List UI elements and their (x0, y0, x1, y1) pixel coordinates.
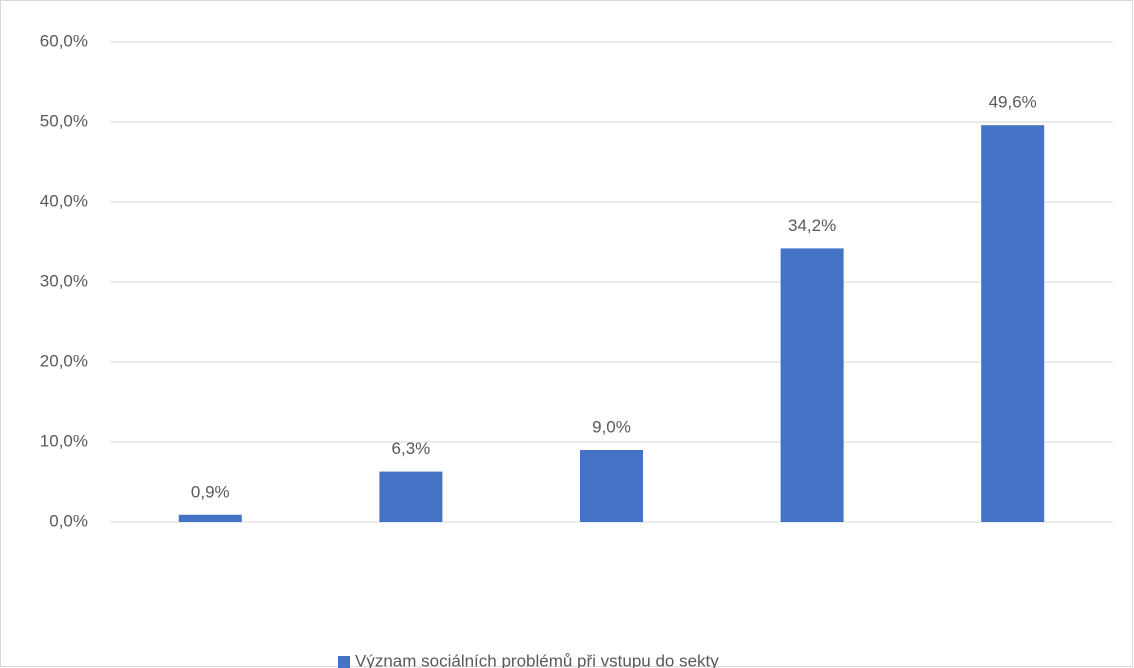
bar (379, 471, 443, 522)
y-tick-label: 60,0% (40, 31, 88, 50)
legend-label: Význam sociálních problémů při vstupu do… (355, 651, 719, 668)
bar (580, 450, 643, 522)
data-label: 0,9% (191, 482, 230, 501)
y-tick-label: 0,0% (49, 511, 88, 530)
bar (780, 248, 844, 522)
y-tick-label: 50,0% (40, 111, 88, 130)
bar (178, 514, 242, 522)
y-tick-label: 40,0% (40, 191, 88, 210)
data-label: 6,3% (392, 439, 431, 458)
bar (981, 125, 1045, 522)
y-tick-label: 30,0% (40, 271, 88, 290)
y-tick-label: 20,0% (40, 351, 88, 370)
data-label: 49,6% (989, 93, 1037, 112)
legend-swatch (338, 656, 350, 668)
data-label: 34,2% (788, 216, 836, 235)
y-tick-label: 10,0% (40, 431, 88, 450)
data-label: 9,0% (592, 417, 631, 436)
